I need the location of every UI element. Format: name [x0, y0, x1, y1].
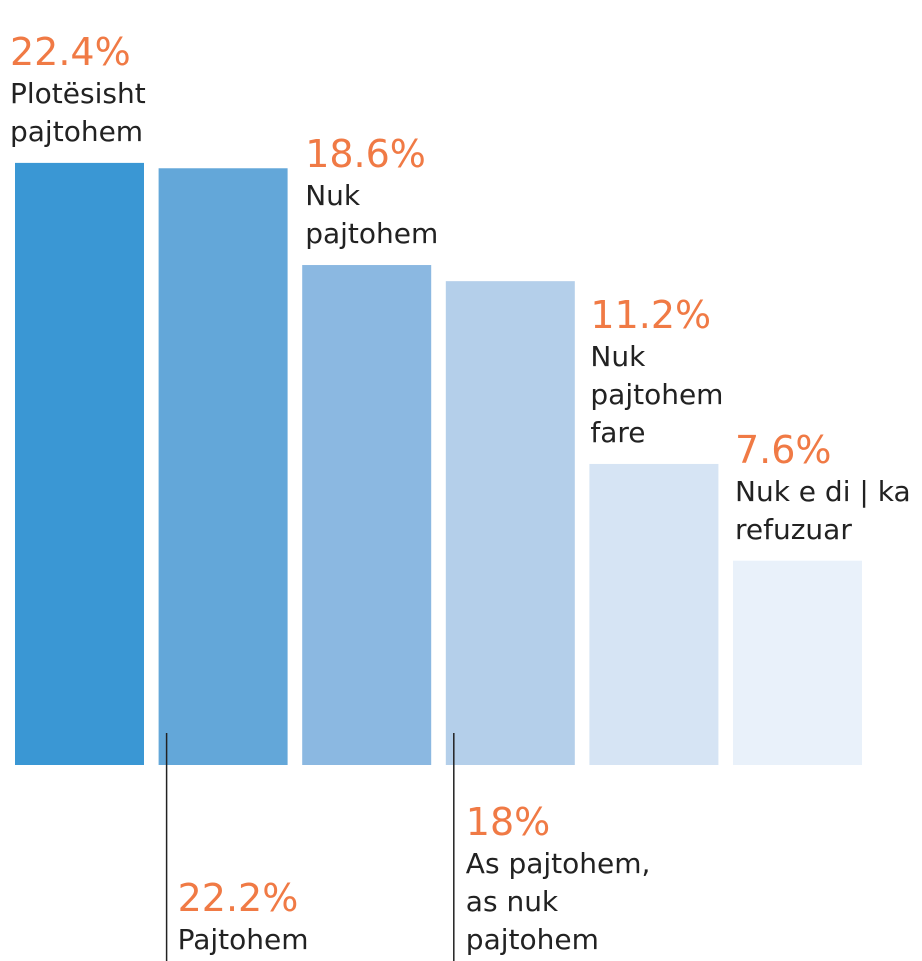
category-label: Plotësisht pajtohem	[10, 76, 146, 148]
category-label: Nuk pajtohem fare	[590, 339, 724, 449]
bar	[589, 463, 719, 765]
value-label: 7.6%	[735, 427, 832, 472]
value-label: 18.6%	[305, 132, 426, 177]
value-label: 22.4%	[10, 29, 131, 74]
value-label: 22.2%	[177, 876, 299, 920]
bar	[15, 162, 144, 765]
bar-label: 18.6% Nuk pajtohem	[305, 131, 470, 253]
bar-label: 18% As pajtohem, as nuk pajtohem	[466, 799, 671, 959]
value-label: 18%	[465, 800, 551, 844]
bar-label: 11.2% Nuk pajtohem fare	[590, 292, 724, 452]
bar	[302, 265, 432, 765]
bar-label: 22.2% Pajtohem	[178, 875, 378, 959]
bar	[445, 281, 575, 765]
bar-label: 7.6% Nuk e di | ka refuzuar	[735, 427, 920, 549]
bar	[158, 168, 288, 765]
category-label: Nuk e di | ka refuzuar	[735, 474, 911, 546]
bar	[733, 560, 862, 765]
category-label: Pajtohem	[177, 923, 309, 956]
category-label: Nuk pajtohem	[305, 179, 439, 251]
bar-label: 22.4% Plotësisht pajtohem	[10, 29, 180, 151]
category-label: As pajtohem, as nuk pajtohem	[465, 847, 651, 956]
value-label: 11.2%	[590, 292, 712, 337]
